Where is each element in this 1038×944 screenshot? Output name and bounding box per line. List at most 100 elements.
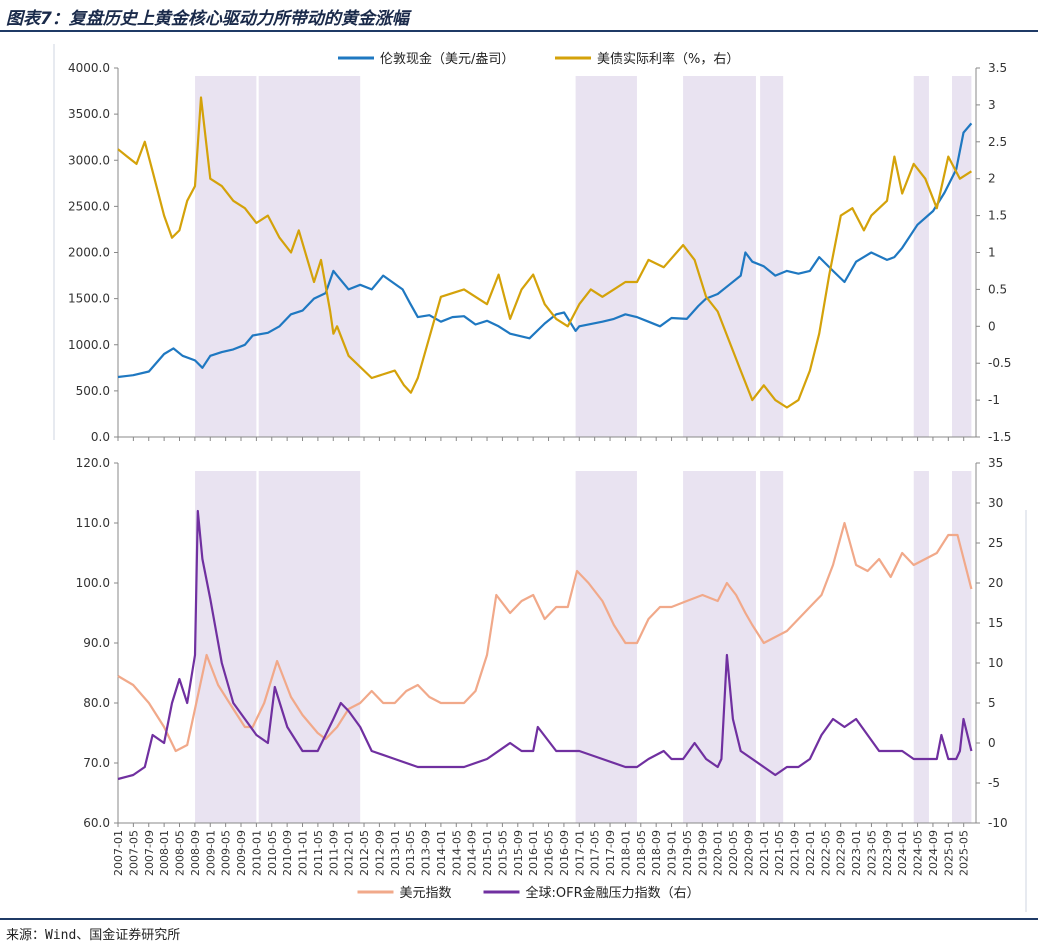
x-tick-label: 2025-01 bbox=[942, 830, 955, 876]
x-tick-label: 2018-05 bbox=[635, 830, 648, 876]
shaded-period-1 bbox=[258, 76, 361, 437]
shaded-period-6 bbox=[952, 76, 972, 437]
top-panel: 4000.03500.03000.02500.02000.01500.01000… bbox=[53, 44, 1011, 444]
left-tick-label: 70.0 bbox=[83, 756, 110, 770]
x-tick-label: 2007-09 bbox=[143, 830, 156, 876]
right-tick-label: 10 bbox=[988, 656, 1003, 670]
x-tick-label: 2008-05 bbox=[174, 830, 187, 876]
bottom-panel: 120.0110.0100.090.080.070.060.0353025201… bbox=[76, 456, 1027, 912]
legend-label: 伦敦现金（美元/盎司） bbox=[380, 51, 514, 67]
shaded-period-6 bbox=[952, 471, 972, 823]
left-tick-label: 60.0 bbox=[83, 816, 110, 830]
x-tick-label: 2020-09 bbox=[742, 830, 755, 876]
x-tick-label: 2020-05 bbox=[727, 830, 740, 876]
left-tick-label: 4000.0 bbox=[68, 61, 110, 75]
x-tick-label: 2022-01 bbox=[804, 830, 817, 876]
x-tick-label: 2017-09 bbox=[604, 830, 617, 876]
right-tick-label: 0 bbox=[988, 736, 996, 750]
x-tick-label: 2022-05 bbox=[819, 830, 832, 876]
right-tick-label: 15 bbox=[988, 616, 1003, 630]
x-tick-label: 2011-09 bbox=[327, 830, 340, 876]
x-tick-label: 2018-01 bbox=[619, 830, 632, 876]
x-tick-label: 2023-09 bbox=[881, 830, 894, 876]
x-tick-label: 2024-09 bbox=[927, 830, 940, 876]
left-tick-label: 120.0 bbox=[76, 456, 110, 470]
x-tick-label: 2018-09 bbox=[650, 830, 663, 876]
x-tick-label: 2025-05 bbox=[958, 830, 971, 876]
x-tick-label: 2012-09 bbox=[373, 830, 386, 876]
right-tick-label: -10 bbox=[988, 816, 1008, 830]
shaded-period-5 bbox=[913, 76, 929, 437]
right-tick-label: -1.5 bbox=[988, 430, 1011, 444]
x-tick-label: 2012-01 bbox=[343, 830, 356, 876]
series-line-1-0 bbox=[117, 521, 973, 753]
x-tick-label: 2016-09 bbox=[558, 830, 571, 876]
left-tick-label: 0.0 bbox=[91, 430, 110, 444]
left-tick-label: 100.0 bbox=[76, 576, 110, 590]
x-tick-label: 2015-05 bbox=[496, 830, 509, 876]
x-tick-label: 2007-01 bbox=[112, 830, 125, 876]
left-tick-label: 1000.0 bbox=[68, 338, 110, 352]
shaded-period-4 bbox=[760, 471, 784, 823]
series-line-1-1 bbox=[117, 509, 973, 781]
x-tick-label: 2013-01 bbox=[389, 830, 402, 876]
x-tick-label: 2022-09 bbox=[835, 830, 848, 876]
x-tick-label: 2016-01 bbox=[527, 830, 540, 876]
x-tick-label: 2010-09 bbox=[281, 830, 294, 876]
shaded-period-2 bbox=[575, 471, 637, 823]
right-tick-label: 35 bbox=[988, 456, 1003, 470]
x-tick-label: 2014-01 bbox=[435, 830, 448, 876]
left-tick-label: 3000.0 bbox=[68, 153, 110, 167]
left-tick-label: 3500.0 bbox=[68, 107, 110, 121]
x-tick-label: 2019-01 bbox=[666, 830, 679, 876]
x-tick-label: 2021-09 bbox=[789, 830, 802, 876]
right-tick-label: 20 bbox=[988, 576, 1003, 590]
shaded-period-3 bbox=[683, 471, 756, 823]
source-note: 来源：Wind、国金证券研究所 bbox=[6, 928, 181, 943]
source-rule bbox=[0, 918, 1038, 920]
x-tick-label: 2024-05 bbox=[912, 830, 925, 876]
x-tick-label: 2024-01 bbox=[896, 830, 909, 876]
shaded-period-4 bbox=[760, 76, 784, 437]
right-tick-label: -0.5 bbox=[988, 356, 1011, 370]
x-tick-label: 2011-01 bbox=[297, 830, 310, 876]
right-tick-label: 30 bbox=[988, 496, 1003, 510]
left-tick-label: 500.0 bbox=[76, 384, 110, 398]
x-tick-label: 2023-05 bbox=[865, 830, 878, 876]
shaded-period-0 bbox=[195, 471, 257, 823]
left-tick-label: 90.0 bbox=[83, 636, 110, 650]
right-tick-label: 2 bbox=[988, 172, 996, 186]
left-tick-label: 2500.0 bbox=[68, 199, 110, 213]
figure-title: 图表7：复盘历史上黄金核心驱动力所带动的黄金涨幅 bbox=[6, 9, 409, 29]
series-line-0-1 bbox=[117, 96, 972, 409]
x-tick-label: 2020-01 bbox=[712, 830, 725, 876]
shaded-period-1 bbox=[258, 471, 361, 823]
x-tick-label: 2012-05 bbox=[358, 830, 371, 876]
legend-label: 全球:OFR金融压力指数（右） bbox=[526, 885, 700, 901]
x-tick-label: 2010-05 bbox=[266, 830, 279, 876]
x-tick-label: 2021-05 bbox=[773, 830, 786, 876]
right-tick-label: 5 bbox=[988, 696, 996, 710]
x-tick-label: 2015-09 bbox=[512, 830, 525, 876]
title-rule bbox=[0, 30, 1038, 32]
shaded-period-2 bbox=[575, 76, 637, 437]
left-tick-label: 2000.0 bbox=[68, 246, 110, 260]
x-tick-label: 2013-05 bbox=[404, 830, 417, 876]
x-tick-label: 2023-01 bbox=[850, 830, 863, 876]
right-tick-label: 25 bbox=[988, 536, 1003, 550]
x-tick-label: 2008-09 bbox=[189, 830, 202, 876]
x-tick-label: 2019-09 bbox=[696, 830, 709, 876]
right-tick-label: 2.5 bbox=[988, 135, 1007, 149]
x-tick-label: 2008-01 bbox=[158, 830, 171, 876]
x-tick-label: 2021-01 bbox=[758, 830, 771, 876]
x-tick-label: 2019-05 bbox=[681, 830, 694, 876]
left-tick-label: 1500.0 bbox=[68, 292, 110, 306]
x-tick-label: 2015-01 bbox=[481, 830, 494, 876]
x-tick-label: 2016-05 bbox=[543, 830, 556, 876]
right-tick-label: 1.5 bbox=[988, 209, 1007, 223]
legend-label: 美债实际利率（%，右） bbox=[597, 51, 739, 67]
series-line-0-0 bbox=[117, 122, 973, 379]
right-tick-label: 0.5 bbox=[988, 282, 1007, 296]
right-tick-label: 1 bbox=[988, 246, 996, 260]
